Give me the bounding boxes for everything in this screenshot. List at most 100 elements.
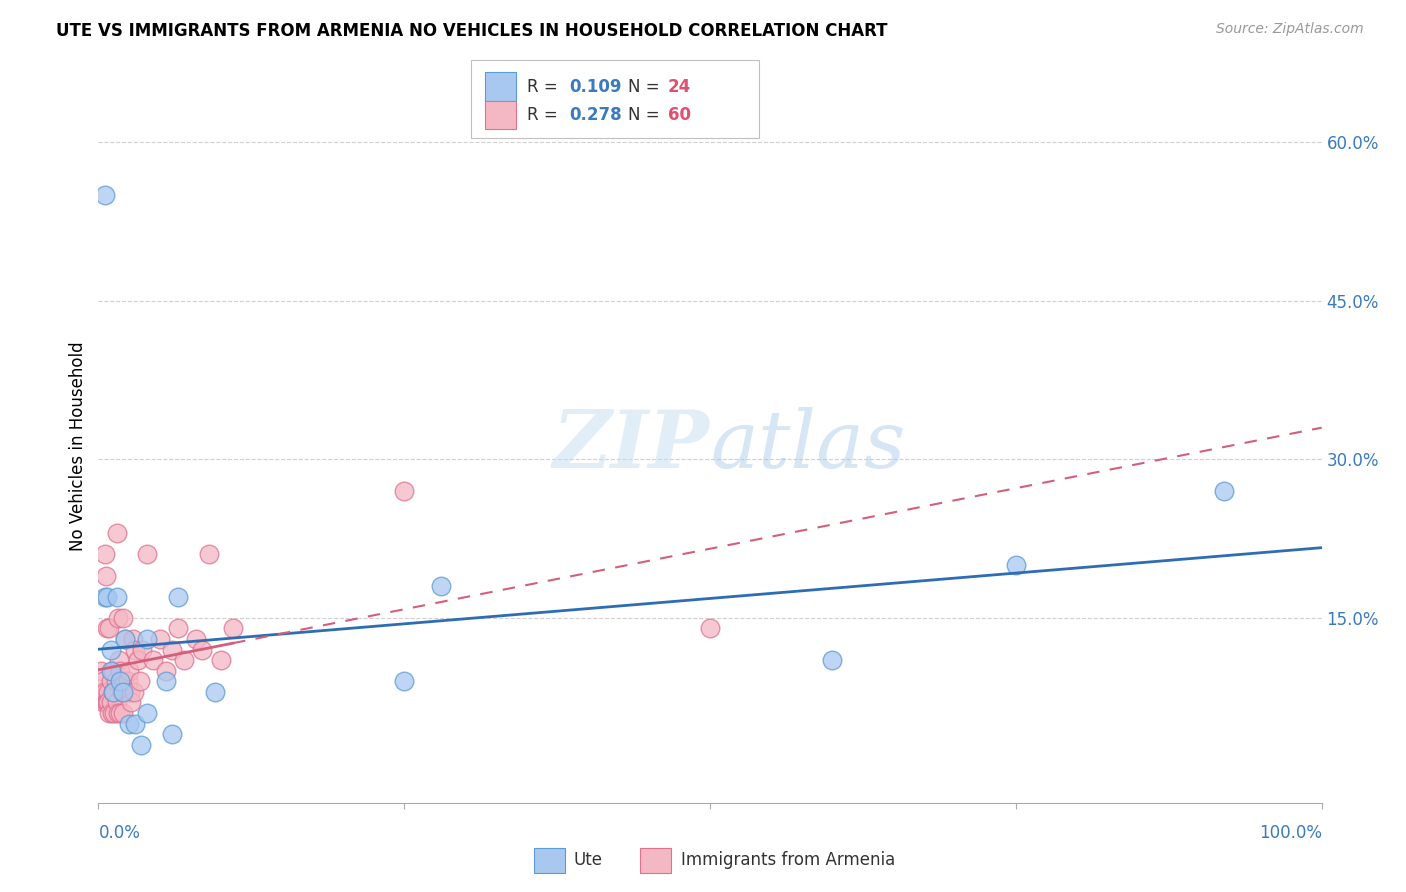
Point bbox=[197, 547, 219, 561]
Point bbox=[90, 664, 112, 678]
Point bbox=[98, 706, 121, 720]
Point bbox=[392, 483, 416, 498]
Point bbox=[100, 695, 122, 709]
Point bbox=[430, 579, 453, 593]
Text: R =: R = bbox=[527, 106, 564, 124]
Point bbox=[101, 685, 124, 699]
Point bbox=[129, 738, 152, 752]
Point bbox=[160, 642, 183, 657]
Point bbox=[186, 632, 208, 646]
Text: UTE VS IMMIGRANTS FROM ARMENIA NO VEHICLES IN HOUSEHOLD CORRELATION CHART: UTE VS IMMIGRANTS FROM ARMENIA NO VEHICL… bbox=[56, 22, 887, 40]
Point bbox=[115, 685, 138, 699]
Point bbox=[100, 642, 122, 657]
Point bbox=[111, 685, 134, 699]
Text: 0.109: 0.109 bbox=[569, 78, 621, 95]
Point bbox=[120, 685, 142, 699]
Point bbox=[1004, 558, 1026, 572]
Point bbox=[105, 526, 128, 541]
Point bbox=[105, 590, 128, 604]
Point bbox=[392, 674, 416, 689]
Point bbox=[101, 664, 124, 678]
Point bbox=[91, 674, 114, 689]
Point bbox=[111, 611, 134, 625]
Text: N =: N = bbox=[628, 78, 665, 95]
Point bbox=[124, 716, 146, 731]
Point bbox=[173, 653, 195, 667]
Point bbox=[699, 621, 721, 635]
Point bbox=[136, 706, 159, 720]
Point bbox=[91, 695, 114, 709]
Text: atlas: atlas bbox=[710, 408, 905, 484]
Point bbox=[101, 685, 124, 699]
Text: ZIP: ZIP bbox=[553, 408, 710, 484]
Text: Immigrants from Armenia: Immigrants from Armenia bbox=[681, 851, 894, 869]
Point bbox=[104, 674, 127, 689]
Point bbox=[129, 674, 152, 689]
Point bbox=[118, 716, 141, 731]
Text: 60: 60 bbox=[668, 106, 690, 124]
Point bbox=[96, 590, 118, 604]
Point bbox=[167, 590, 190, 604]
Point bbox=[127, 653, 149, 667]
Point bbox=[105, 695, 128, 709]
Point bbox=[98, 621, 121, 635]
Point bbox=[94, 695, 117, 709]
Text: 100.0%: 100.0% bbox=[1258, 824, 1322, 842]
Point bbox=[100, 674, 122, 689]
Point bbox=[136, 632, 159, 646]
Point bbox=[110, 664, 132, 678]
Point bbox=[100, 664, 122, 678]
Text: R =: R = bbox=[527, 78, 564, 95]
Text: Source: ZipAtlas.com: Source: ZipAtlas.com bbox=[1216, 22, 1364, 37]
Point bbox=[114, 632, 136, 646]
Point bbox=[93, 590, 115, 604]
Point bbox=[1212, 483, 1234, 498]
Point bbox=[204, 685, 226, 699]
Point bbox=[108, 653, 131, 667]
Point bbox=[118, 664, 141, 678]
Point bbox=[131, 642, 153, 657]
Point bbox=[93, 188, 115, 202]
Point bbox=[124, 642, 146, 657]
Point bbox=[167, 621, 190, 635]
Point bbox=[97, 695, 120, 709]
Point bbox=[96, 621, 118, 635]
Point bbox=[101, 706, 124, 720]
Point bbox=[97, 685, 120, 699]
Point bbox=[122, 685, 145, 699]
Point bbox=[110, 706, 132, 720]
Point bbox=[136, 547, 159, 561]
Point bbox=[101, 664, 124, 678]
Point bbox=[93, 685, 115, 699]
Point bbox=[121, 632, 143, 646]
Point bbox=[91, 685, 114, 699]
Point bbox=[117, 674, 139, 689]
Point bbox=[142, 653, 165, 667]
Point bbox=[96, 695, 118, 709]
Point bbox=[821, 653, 844, 667]
Point bbox=[93, 547, 115, 561]
Point bbox=[120, 695, 142, 709]
Point bbox=[103, 685, 125, 699]
Point bbox=[209, 653, 232, 667]
Point bbox=[110, 674, 132, 689]
Point bbox=[103, 706, 125, 720]
Point bbox=[111, 685, 134, 699]
Point bbox=[114, 632, 136, 646]
Point bbox=[160, 727, 183, 741]
Text: 0.278: 0.278 bbox=[569, 106, 621, 124]
Point bbox=[155, 664, 177, 678]
Point bbox=[107, 706, 129, 720]
Point bbox=[111, 706, 134, 720]
Y-axis label: No Vehicles in Household: No Vehicles in Household bbox=[69, 341, 87, 551]
Text: 24: 24 bbox=[668, 78, 692, 95]
Point bbox=[94, 568, 117, 582]
Text: N =: N = bbox=[628, 106, 665, 124]
Point bbox=[149, 632, 172, 646]
Point bbox=[191, 642, 214, 657]
Text: Ute: Ute bbox=[574, 851, 603, 869]
Text: 0.0%: 0.0% bbox=[98, 824, 141, 842]
Point bbox=[112, 674, 135, 689]
Point bbox=[107, 611, 129, 625]
Point bbox=[222, 621, 245, 635]
